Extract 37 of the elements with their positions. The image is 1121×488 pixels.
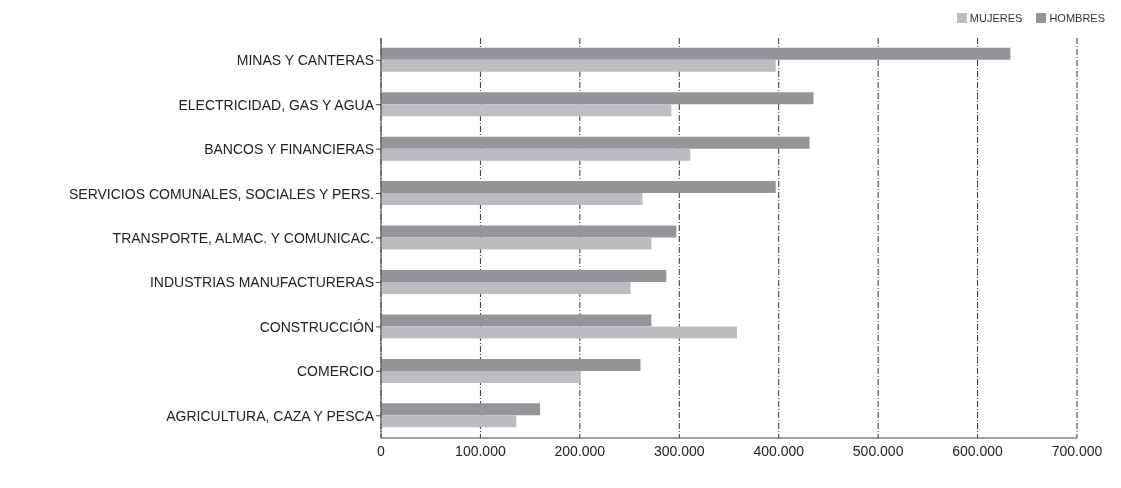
bar <box>381 59 776 72</box>
bar <box>381 403 541 416</box>
y-tick-label: BANCOS Y FINANCIERAS <box>204 141 374 158</box>
x-tick-label: 300.000 <box>653 442 705 459</box>
y-tick-label: INDUSTRIAS MANUFACTURERAS <box>149 274 374 291</box>
y-tick-label: CONSTRUCCIÓN <box>259 318 374 335</box>
bar <box>381 358 641 371</box>
x-tick-label: 700.000 <box>1051 442 1103 459</box>
y-tick-label: MINAS Y CANTERAS <box>236 52 374 69</box>
bar <box>381 193 643 206</box>
bar <box>381 237 652 250</box>
bar <box>381 415 517 428</box>
x-tick-label: 100.000 <box>455 442 506 459</box>
bar <box>381 148 691 161</box>
bar <box>381 270 667 282</box>
y-tick-label: TRANSPORTE, ALMAC. Y COMUNICAC. <box>112 229 374 246</box>
bar <box>381 370 581 383</box>
x-tick-label: 200.000 <box>554 442 606 459</box>
x-tick-label: 400.000 <box>753 442 805 459</box>
bar <box>381 282 631 294</box>
bar <box>381 314 652 327</box>
bar <box>381 47 1011 60</box>
x-tick-label: 600.000 <box>952 442 1004 459</box>
y-tick-label: SERVICIOS COMUNALES, SOCIALES Y PERS. <box>69 185 374 202</box>
y-tick-label: COMERCIO <box>297 363 375 380</box>
x-tick-label: 500.000 <box>852 442 904 459</box>
legend-label: MUJERES <box>968 12 1023 24</box>
bar <box>381 225 677 238</box>
bar <box>381 181 776 194</box>
bar <box>381 104 672 117</box>
y-tick-label: AGRICULTURA, CAZA Y PESCA <box>166 407 375 424</box>
legend-label: HOMBRES <box>1048 12 1105 24</box>
y-tick-label: ELECTRICIDAD, GAS Y AGUA <box>178 96 375 113</box>
bar <box>381 326 737 339</box>
bar <box>381 92 814 105</box>
x-tick-label: 0 <box>377 442 386 459</box>
bar <box>381 136 810 149</box>
